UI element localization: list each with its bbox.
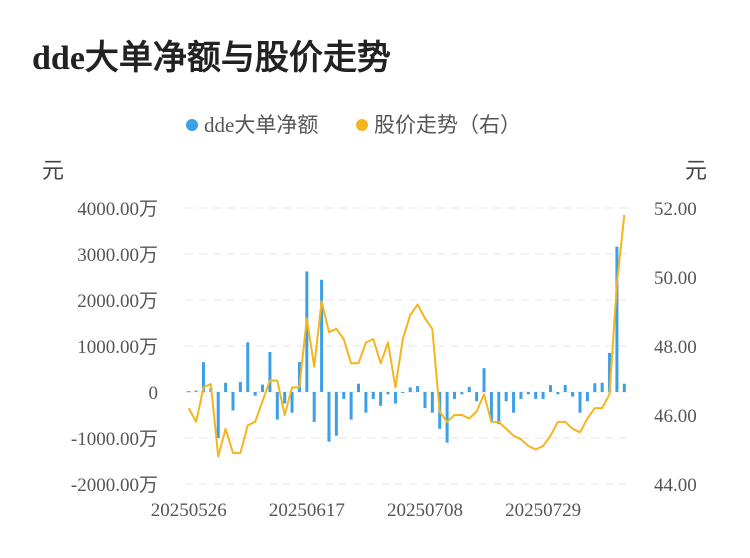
dde-bar — [534, 392, 538, 399]
dde-bar — [512, 392, 516, 413]
dde-bar — [386, 392, 390, 395]
dde-bar — [600, 382, 604, 392]
dde-bar — [334, 392, 338, 436]
dde-bar — [357, 383, 361, 392]
dde-bar — [452, 392, 456, 399]
dde-bar — [297, 362, 301, 392]
price-line — [187, 214, 626, 458]
dde-bar — [342, 392, 346, 399]
right-tick-label: 44.00 — [654, 475, 697, 496]
dde-bar — [201, 362, 205, 392]
left-tick-label: 4000.00万 — [77, 199, 158, 220]
left-axis-unit: 元 — [42, 158, 64, 183]
dde-bar — [416, 386, 420, 392]
dde-bar — [541, 392, 545, 399]
left-tick-label: -1000.00万 — [71, 429, 158, 450]
dde-bar — [423, 392, 427, 409]
dde-bar — [460, 392, 464, 395]
x-tick-label: 20250526 — [151, 500, 227, 521]
dde-bar — [290, 392, 294, 413]
dde-bar — [526, 392, 530, 395]
right-tick-label: 52.00 — [654, 199, 697, 220]
dde-bar — [194, 390, 198, 392]
dde-bar — [430, 392, 434, 413]
dde-bar — [275, 392, 279, 420]
dde-bar — [622, 383, 626, 392]
dde-bar — [593, 383, 597, 392]
legend-marker-price — [356, 119, 368, 131]
dde-bar — [548, 385, 552, 392]
dde-bar — [187, 391, 191, 393]
left-axis-ticks: 4000.00万 3000.00万 2000.00万 1000.00万 0 -1000.0… — [71, 199, 158, 496]
legend-label-price: 股价走势（右） — [374, 113, 521, 137]
dde-bar — [283, 392, 287, 404]
dde-bar — [253, 392, 257, 396]
dde-bar — [615, 246, 619, 392]
left-tick-label: 0 — [149, 383, 159, 404]
dde-bar — [497, 392, 501, 425]
dde-bar — [608, 352, 612, 392]
price-line-group — [187, 214, 626, 458]
dde-bar — [349, 392, 353, 420]
dde-bar — [408, 387, 412, 392]
right-axis-unit: 元 — [685, 158, 707, 183]
dde-bar — [556, 392, 560, 395]
right-tick-label: 46.00 — [654, 406, 697, 427]
gridlines — [185, 207, 628, 485]
dde-bar — [246, 342, 250, 392]
dde-bar — [238, 381, 242, 392]
dde-bar — [489, 392, 493, 422]
dde-bar — [312, 392, 316, 422]
left-tick-label: 1000.00万 — [77, 337, 158, 358]
dde-bar — [379, 392, 383, 406]
dde-bar — [519, 392, 523, 399]
legend: dde大单净额 股价走势（右） — [186, 113, 521, 137]
dde-bar — [393, 392, 397, 404]
dde-bar — [216, 392, 220, 438]
dde-bar — [327, 392, 331, 442]
x-axis-ticks: 20250526 20250617 20250708 20250729 — [151, 500, 581, 521]
dde-bar — [585, 392, 589, 402]
dde-bar — [475, 392, 479, 402]
dde-bar — [504, 392, 508, 402]
left-tick-label: 2000.00万 — [77, 291, 158, 312]
x-tick-label: 20250729 — [505, 500, 581, 521]
legend-label-dde: dde大单净额 — [204, 113, 318, 137]
dde-bar — [371, 392, 375, 399]
dde-bar — [482, 368, 486, 392]
dde-bar — [320, 279, 324, 392]
x-tick-label: 20250708 — [387, 500, 463, 521]
dde-bar — [268, 351, 272, 392]
dde-bar — [445, 392, 449, 443]
right-axis-ticks: 52.00 50.00 48.00 46.00 44.00 — [654, 199, 697, 496]
dde-bars — [187, 246, 626, 443]
chart-title: dde大单净额与股价走势 — [32, 40, 391, 77]
dde-bar — [231, 392, 235, 411]
dde-bar — [401, 392, 405, 393]
right-tick-label: 50.00 — [654, 268, 697, 289]
x-tick-label: 20250617 — [269, 500, 345, 521]
left-tick-label: 3000.00万 — [77, 245, 158, 266]
dde-bar — [563, 385, 567, 392]
legend-marker-dde — [186, 119, 198, 131]
dde-bar — [305, 271, 309, 392]
left-tick-label: -2000.00万 — [71, 475, 158, 496]
dde-bar — [261, 384, 265, 392]
right-tick-label: 48.00 — [654, 337, 697, 358]
dde-bar — [578, 392, 582, 413]
dde-bar — [571, 392, 575, 397]
dde-bar — [224, 382, 228, 392]
dde-bar — [364, 392, 368, 413]
dde-bar — [467, 386, 471, 392]
